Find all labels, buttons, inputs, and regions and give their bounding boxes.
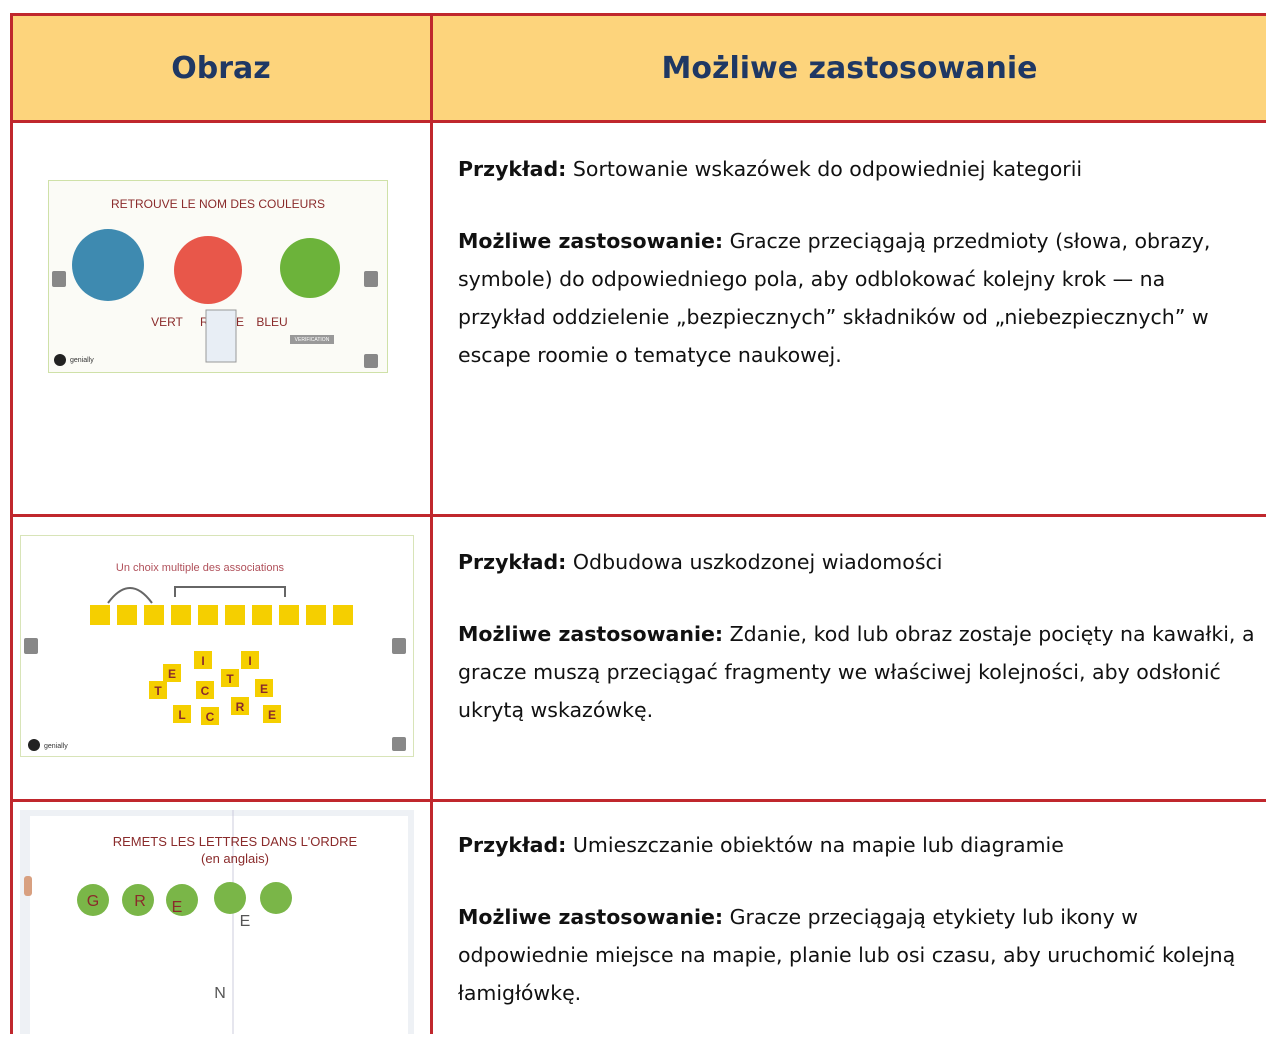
label: Możliwe zastosowanie: [458, 622, 724, 646]
image: REMETS LES LETTRES DANS L'ORDRE (en angl… [20, 810, 414, 1034]
image: Un choix multiple des associations EIT CT… [20, 535, 414, 757]
button-text: VERIFICATION [295, 337, 330, 343]
label: Przykład: [458, 157, 567, 181]
slots [90, 605, 353, 625]
text: Gracze przeciągają przedmioty (słowa, ob… [458, 229, 1211, 367]
border [10, 799, 1266, 802]
blob [174, 236, 242, 304]
hand [24, 876, 32, 896]
button [290, 335, 334, 344]
description: Przykład: Umieszczanie obiektów na mapie… [458, 826, 1258, 1046]
image-subtitle: (en anglais) [201, 851, 269, 866]
text: Zdanie, kod lub obraz zostaje pocięty na… [458, 622, 1255, 722]
tile [201, 707, 219, 725]
menu [392, 737, 406, 751]
border [10, 13, 13, 1034]
letter: E [268, 708, 276, 722]
text: Odbudowa uszkodzonej wiadomości [572, 550, 943, 574]
border [10, 13, 1266, 16]
nav [52, 271, 66, 287]
arrows [107, 586, 286, 604]
letter: E [260, 682, 268, 696]
label: Możliwe zastosowanie: [458, 905, 724, 929]
text: Umieszczanie obiektów na mapie lub diagr… [572, 833, 1064, 857]
text: Gracze przeciągają etykiety lub ikony w … [458, 905, 1236, 1005]
letter: E [168, 667, 176, 681]
tile [255, 679, 273, 697]
letter: T [226, 672, 234, 686]
image-title: REMETS LES LETTRES DANS L'ORDRE [113, 834, 358, 849]
tile [196, 681, 214, 699]
logo [54, 354, 66, 366]
nav [392, 638, 406, 654]
letter: N [214, 985, 226, 1002]
border [10, 120, 1266, 123]
label: Możliwe zastosowanie: [458, 229, 724, 253]
trees [77, 882, 292, 916]
tile [194, 651, 212, 669]
tile [263, 705, 281, 723]
tile [163, 664, 181, 682]
letter: I [201, 654, 204, 668]
word: BLEU [256, 315, 287, 329]
border [10, 514, 1266, 517]
nav [24, 638, 38, 654]
letter: E [172, 899, 183, 916]
easel [205, 309, 237, 363]
letter: E [240, 913, 251, 930]
letter: C [206, 710, 215, 724]
image-title: Un choix multiple des associations [116, 562, 285, 574]
tile [149, 681, 167, 699]
border [430, 13, 433, 1034]
letter: G [87, 893, 99, 910]
label: Przykład: [458, 550, 567, 574]
letter: L [178, 708, 185, 722]
text: Sortowanie wskazówek do odpowiedniej kat… [572, 157, 1083, 181]
nav [364, 271, 378, 287]
brand: genially [70, 357, 94, 364]
image-title: RETROUVE LE NOM DES COULEURS [111, 197, 325, 211]
logo [28, 739, 40, 751]
description: Przykład: Odbudowa uszkodzonej wiadomośc… [458, 543, 1258, 763]
letter: I [248, 654, 251, 668]
tile [241, 651, 259, 669]
letter: C [201, 684, 210, 698]
word: VERT [151, 315, 183, 329]
letter: T [154, 684, 162, 698]
letter: R [134, 893, 146, 910]
menu [364, 354, 378, 368]
header-cell: Możliwe zastosowanie [433, 16, 1266, 120]
slide [30, 816, 408, 1034]
tile [231, 697, 249, 715]
letter: R [236, 700, 245, 714]
label: Przykład: [458, 833, 567, 857]
blob [72, 229, 144, 301]
header-cell: Obraz [12, 16, 430, 120]
tile [173, 705, 191, 723]
brand: genially [44, 743, 68, 750]
blob [280, 238, 340, 298]
image: RETROUVE LE NOM DES COULEURS VERT ROUGE … [48, 180, 388, 373]
description: Przykład: Sortowanie wskazówek do odpowi… [458, 150, 1258, 408]
tile [221, 669, 239, 687]
